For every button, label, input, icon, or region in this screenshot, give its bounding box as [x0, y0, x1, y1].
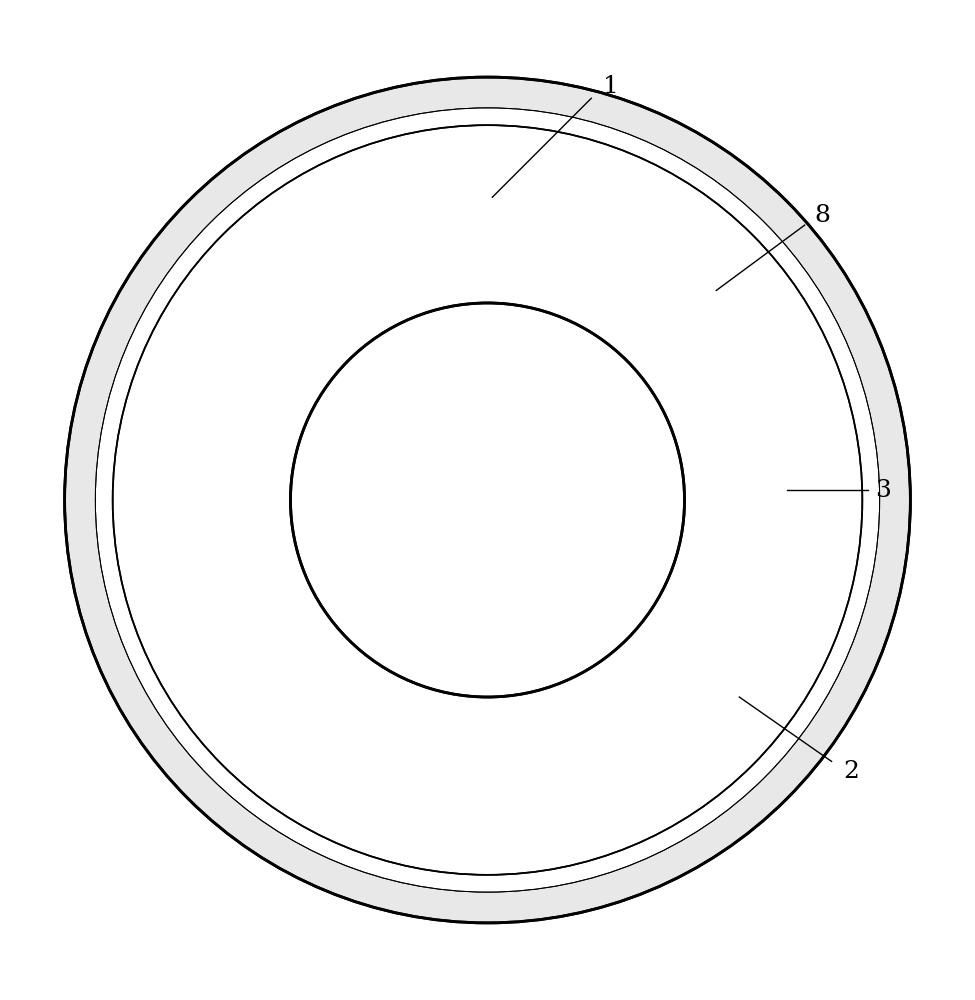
Wedge shape [113, 175, 384, 500]
Polygon shape [713, 319, 789, 376]
Polygon shape [180, 675, 241, 732]
Text: 3: 3 [876, 479, 891, 502]
Polygon shape [690, 605, 817, 702]
Polygon shape [134, 598, 235, 740]
Polygon shape [142, 335, 205, 387]
Polygon shape [251, 571, 326, 664]
Polygon shape [770, 613, 833, 665]
Polygon shape [451, 133, 524, 159]
Polygon shape [158, 298, 285, 395]
Polygon shape [406, 838, 466, 870]
Polygon shape [432, 814, 466, 867]
Polygon shape [809, 333, 836, 402]
Polygon shape [432, 133, 466, 186]
Polygon shape [134, 260, 235, 402]
Polygon shape [439, 255, 536, 290]
Polygon shape [476, 159, 499, 233]
Circle shape [64, 77, 911, 923]
Polygon shape [649, 571, 724, 664]
Polygon shape [406, 130, 466, 162]
Polygon shape [645, 265, 837, 435]
Polygon shape [139, 333, 166, 402]
Polygon shape [740, 260, 841, 402]
Polygon shape [177, 260, 235, 297]
Polygon shape [509, 814, 543, 867]
Text: 1: 1 [603, 75, 618, 98]
Polygon shape [740, 598, 841, 740]
Wedge shape [113, 500, 384, 825]
Polygon shape [180, 268, 241, 325]
Polygon shape [142, 613, 205, 665]
Text: 8: 8 [814, 204, 830, 227]
Polygon shape [690, 298, 817, 395]
Polygon shape [645, 565, 837, 735]
Polygon shape [466, 132, 509, 254]
Polygon shape [430, 130, 545, 290]
Wedge shape [300, 679, 675, 875]
Polygon shape [251, 336, 326, 429]
Polygon shape [406, 838, 569, 876]
Polygon shape [158, 605, 285, 702]
Polygon shape [138, 565, 330, 735]
Polygon shape [251, 571, 326, 664]
Polygon shape [139, 598, 166, 667]
Polygon shape [734, 675, 795, 732]
Wedge shape [300, 125, 675, 321]
Text: 2: 2 [842, 760, 859, 783]
Polygon shape [772, 285, 824, 348]
Polygon shape [509, 133, 543, 186]
Polygon shape [649, 336, 724, 429]
Wedge shape [591, 500, 862, 825]
Polygon shape [439, 255, 536, 290]
Polygon shape [734, 268, 795, 325]
Polygon shape [476, 767, 499, 841]
Polygon shape [430, 710, 545, 870]
Polygon shape [177, 703, 235, 740]
Polygon shape [406, 124, 569, 162]
Polygon shape [809, 598, 836, 667]
Polygon shape [466, 746, 509, 868]
Polygon shape [151, 285, 203, 348]
Polygon shape [740, 260, 798, 297]
Polygon shape [713, 624, 789, 681]
Polygon shape [509, 838, 569, 870]
Circle shape [281, 293, 694, 707]
Polygon shape [439, 710, 536, 745]
Polygon shape [772, 652, 824, 715]
Polygon shape [186, 319, 262, 376]
Polygon shape [649, 336, 724, 429]
Wedge shape [591, 175, 862, 500]
Polygon shape [439, 710, 536, 745]
Polygon shape [138, 265, 330, 435]
Polygon shape [186, 624, 262, 681]
Polygon shape [740, 703, 798, 740]
Polygon shape [649, 571, 724, 664]
Polygon shape [151, 652, 203, 715]
Polygon shape [251, 336, 326, 429]
Polygon shape [451, 841, 524, 867]
Polygon shape [770, 335, 833, 387]
Circle shape [96, 108, 879, 892]
Polygon shape [509, 130, 569, 162]
Circle shape [64, 77, 911, 923]
